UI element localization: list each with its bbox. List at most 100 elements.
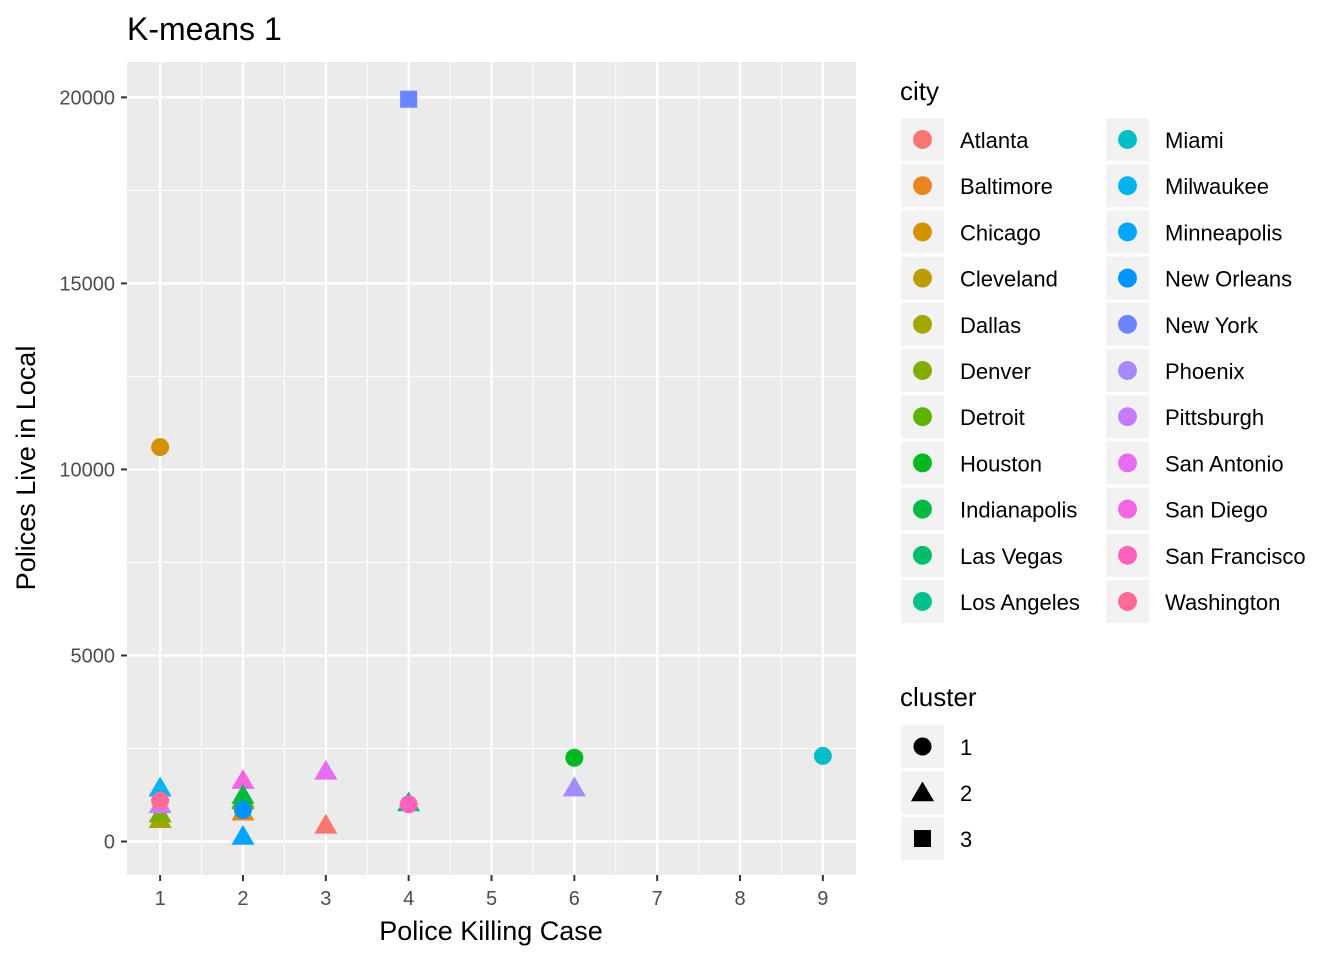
y-tick-label: 0 <box>104 832 115 854</box>
legend-label: 3 <box>960 827 972 852</box>
legend-symbol <box>913 222 932 242</box>
data-point <box>562 776 586 797</box>
legend-label: Milwaukee <box>1165 174 1269 199</box>
legend-label: Houston <box>960 451 1042 476</box>
legend-symbol <box>913 499 932 519</box>
legend-symbol <box>913 130 932 149</box>
legend-label: Dallas <box>960 313 1021 338</box>
legend-label: Pittsburgh <box>1165 405 1264 430</box>
legend-title-city: city <box>900 76 939 106</box>
legend-symbol <box>1118 222 1137 242</box>
legend-symbol <box>910 781 935 802</box>
data-point <box>151 791 170 810</box>
legend-symbol <box>913 453 932 473</box>
data-point <box>399 795 418 814</box>
x-axis-label: Police Killing Case <box>379 916 603 946</box>
x-tick-label: 5 <box>486 888 497 910</box>
legend-item: New Orleans <box>1106 256 1292 300</box>
legend-item: Houston <box>901 441 1042 485</box>
legend-item: 3 <box>901 817 972 860</box>
legend-label: 2 <box>960 781 972 806</box>
x-tick-label: 6 <box>569 888 580 910</box>
legend-symbol <box>1118 499 1137 519</box>
chart-title: K-means 1 <box>127 11 282 47</box>
x-tick-label: 4 <box>403 888 414 910</box>
data-point <box>233 800 252 819</box>
legend-title-cluster: cluster <box>900 682 977 712</box>
legend-symbol <box>913 314 932 334</box>
legend-label: San Antonio <box>1165 451 1284 476</box>
data-point <box>231 784 255 804</box>
legend-item: Chicago <box>901 210 1041 254</box>
legend-symbol <box>1118 545 1137 565</box>
legend-item: Milwaukee <box>1106 164 1269 208</box>
data-point <box>151 438 170 457</box>
legend-symbol <box>913 176 932 196</box>
legend-label: New Orleans <box>1165 267 1292 292</box>
legend-label: Miami <box>1165 128 1224 153</box>
legend-item: Pittsburgh <box>1106 395 1264 439</box>
data-point <box>813 746 832 765</box>
legend-item: Cleveland <box>901 256 1058 300</box>
legend-item: Los Angeles <box>901 580 1080 623</box>
x-tick-label: 9 <box>817 888 828 910</box>
legend-label: Cleveland <box>960 267 1058 292</box>
legend-item: Detroit <box>901 395 1025 439</box>
y-tick-label: 20000 <box>59 87 115 109</box>
x-tick-label: 2 <box>237 888 248 910</box>
legend-label: Minneapolis <box>1165 220 1282 245</box>
legend-item: Phoenix <box>1106 349 1245 392</box>
legend-item: Dallas <box>901 302 1021 346</box>
y-tick-label: 15000 <box>59 273 115 295</box>
legend-symbol <box>1118 361 1137 380</box>
legend-item: 1 <box>901 725 972 768</box>
data-point <box>148 776 172 797</box>
legend-label: San Diego <box>1165 498 1268 523</box>
legend-symbol <box>913 268 932 288</box>
x-tick-label: 8 <box>734 888 745 910</box>
legend-label: Chicago <box>960 220 1041 245</box>
data-point <box>400 90 418 108</box>
grid-lines <box>127 62 856 875</box>
legend-symbol <box>913 407 932 427</box>
legend-label: Denver <box>960 359 1031 384</box>
legend-label: San Francisco <box>1165 544 1306 569</box>
legend-item: San Diego <box>1106 487 1268 531</box>
x-tick-label: 3 <box>320 888 331 910</box>
legend-symbol <box>913 737 932 756</box>
legend-symbol <box>1118 130 1137 149</box>
legend-symbol <box>913 545 932 565</box>
legend-symbol <box>1118 407 1137 427</box>
y-axis-label: Polices Live in Local <box>11 346 41 591</box>
data-points <box>148 90 832 845</box>
legend-item: Minneapolis <box>1106 210 1282 254</box>
y-tick-label: 10000 <box>59 459 115 481</box>
legend-symbol <box>1118 176 1137 196</box>
data-point <box>314 813 338 834</box>
axes: 1 2 3 4 5 6 7 8 9 0 5000 10000 15000 20000 <box>59 87 828 910</box>
legend-item: Denver <box>901 349 1031 392</box>
legend-item: Baltimore <box>901 164 1053 208</box>
legend-label: Las Vegas <box>960 544 1063 569</box>
legend-label: Los Angeles <box>960 590 1080 615</box>
data-point <box>231 769 255 789</box>
legend-item: San Francisco <box>1106 533 1306 577</box>
legend-symbol <box>913 361 932 380</box>
legend-label: New York <box>1165 313 1259 338</box>
legend-item: San Antonio <box>1106 441 1284 485</box>
legend-item: New York <box>1106 302 1259 346</box>
legend-item: Washington <box>1106 580 1280 623</box>
legend-label: Atlanta <box>960 128 1029 153</box>
legend-item: 2 <box>901 771 972 814</box>
legend-symbol <box>1118 268 1137 288</box>
legend-label: Detroit <box>960 405 1025 430</box>
legend-symbol <box>914 830 931 847</box>
data-point <box>231 824 255 845</box>
legend: city Atlanta Baltimore Chicago Cleveland Dall… <box>900 76 1306 860</box>
legend-label: Phoenix <box>1165 359 1245 384</box>
data-point <box>565 748 584 767</box>
legend-item: Las Vegas <box>901 533 1063 577</box>
x-tick-label: 7 <box>652 888 663 910</box>
legend-symbol <box>913 592 932 611</box>
